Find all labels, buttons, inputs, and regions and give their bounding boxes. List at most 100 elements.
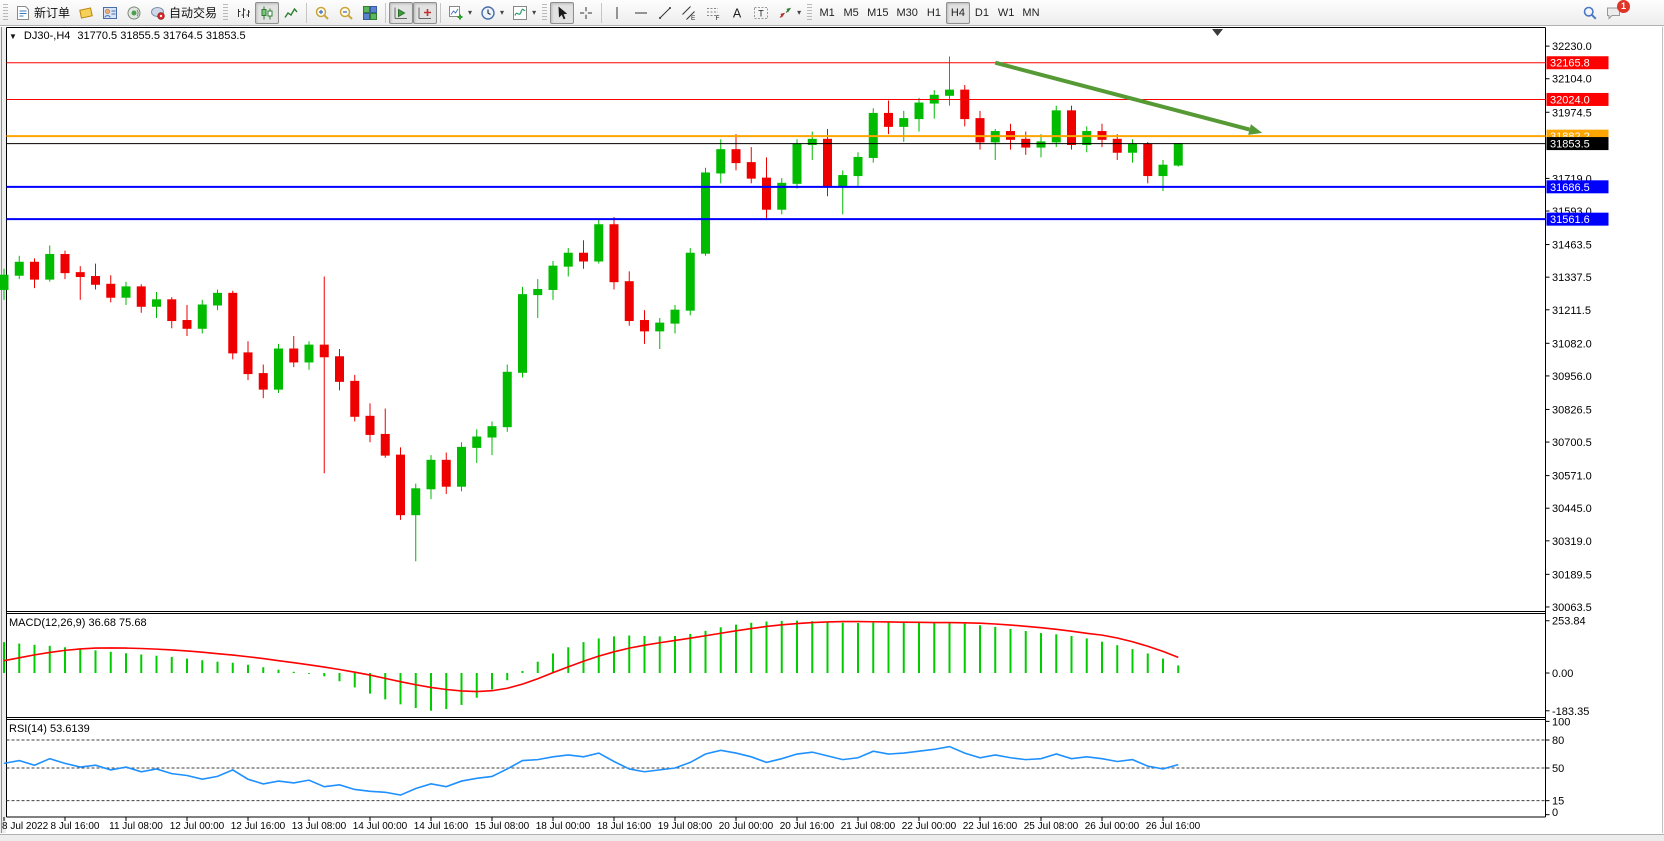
arrows-button-dropdown-icon[interactable]: ▾ — [797, 8, 802, 17]
chart-shift-button[interactable] — [413, 1, 438, 24]
chart-svg[interactable]: 32230.032104.031974.531719.031593.031463… — [0, 27, 1664, 833]
bar-chart-button[interactable] — [231, 2, 255, 24]
trendline-button[interactable] — [653, 2, 677, 24]
timeframe-m15[interactable]: M15 — [863, 2, 892, 24]
candle-body — [716, 149, 726, 174]
fibonacci-button[interactable]: F — [701, 2, 725, 24]
svg-text:32024.0: 32024.0 — [1550, 94, 1590, 106]
toolbar-gripper[interactable] — [223, 3, 229, 22]
candle-body — [1112, 138, 1122, 153]
timeframe-mn[interactable]: MN — [1018, 2, 1043, 24]
timeframe-w1[interactable]: W1 — [994, 2, 1019, 24]
indicators-button[interactable]: ▾ — [508, 2, 540, 24]
candle-body — [975, 118, 985, 143]
text-button[interactable]: A — [725, 2, 749, 24]
periods-button[interactable]: ▾ — [476, 2, 508, 24]
svg-text:31463.5: 31463.5 — [1552, 240, 1592, 252]
tile-windows-button[interactable] — [358, 2, 382, 24]
svg-text:14 Jul 00:00: 14 Jul 00:00 — [353, 821, 408, 832]
quotes-button[interactable] — [74, 2, 98, 24]
candle-body — [609, 224, 619, 283]
timeframe-h4-label: H4 — [950, 6, 965, 19]
svg-text:15: 15 — [1552, 796, 1564, 808]
quotes-icon — [79, 6, 93, 19]
candle-body — [457, 446, 466, 487]
new-order-button[interactable]: 新订单 — [11, 2, 74, 24]
cursor-button[interactable] — [550, 1, 575, 24]
pane-frame — [6, 27, 1546, 818]
candle-body — [701, 172, 710, 254]
vertical-line-button[interactable] — [605, 2, 629, 24]
candle-body — [640, 320, 649, 332]
candle-body — [762, 177, 771, 210]
timeframe-m1[interactable]: M1 — [815, 2, 839, 24]
text-label-button[interactable]: T — [749, 2, 773, 24]
sounds-button[interactable] — [122, 2, 146, 24]
auto-scroll-button[interactable] — [389, 1, 414, 24]
new-chart-icon — [449, 5, 463, 19]
timeframe-h1[interactable]: H1 — [922, 2, 946, 24]
toolbar: 新订单 自动交易 ▾ ▾ ▾ E F A T ▾ M1 M5 M15 M30 H1 H4 D1 W1 MN 1 — [0, 0, 1664, 26]
svg-text:30189.5: 30189.5 — [1552, 569, 1592, 581]
zoom-out-button[interactable] — [334, 2, 358, 24]
timeframe-h4[interactable]: H4 — [945, 1, 970, 24]
search-icon — [1583, 6, 1597, 20]
autotrading-button[interactable]: 自动交易 — [146, 2, 221, 24]
svg-text:-183.35: -183.35 — [1552, 706, 1589, 718]
candle-body — [594, 224, 604, 262]
svg-text:13 Jul 08:00: 13 Jul 08:00 — [292, 821, 347, 832]
time-axis: 8 Jul 2022 8 Jul 16:00 11 Jul 08:00 12 Jul … — [2, 817, 1201, 832]
auto-scroll-icon — [394, 7, 408, 19]
line-chart-button[interactable] — [279, 2, 303, 24]
candle-body — [136, 286, 146, 307]
candlestick-button[interactable] — [255, 1, 280, 24]
timeframe-mn-label: MN — [1022, 6, 1040, 19]
chart-shift-marker[interactable] — [1212, 29, 1223, 36]
candle-body — [182, 320, 192, 329]
chart-symbol-period: DJ30-,H4 — [23, 30, 71, 42]
new-chart-button[interactable]: ▾ — [444, 2, 476, 24]
zoom-in-button[interactable] — [310, 2, 334, 24]
trend-arrow[interactable] — [994, 60, 1263, 135]
level-lines: 32165.832024.031882.231686.531561.631853… — [6, 56, 1609, 226]
candle-body — [1051, 110, 1061, 143]
arrows-button[interactable]: ▾ — [773, 2, 805, 24]
svg-text:0: 0 — [1552, 807, 1558, 819]
data-window-button[interactable] — [98, 2, 122, 24]
search-button[interactable] — [1578, 2, 1602, 24]
candle-body — [197, 304, 207, 329]
notification-badge: 1 — [1617, 0, 1630, 13]
horizontal-line-button[interactable] — [629, 2, 653, 24]
crosshair-button[interactable] — [574, 2, 598, 24]
periods-button-dropdown-icon[interactable]: ▾ — [500, 8, 505, 17]
toolbar-gripper[interactable] — [3, 3, 8, 22]
candle-body — [655, 322, 665, 332]
timeframe-d1[interactable]: D1 — [970, 2, 994, 24]
collapse-arrow-icon[interactable]: ▼ — [9, 31, 17, 41]
timeframe-m15-label: M15 — [867, 6, 889, 19]
svg-text:21 Jul 08:00: 21 Jul 08:00 — [841, 821, 896, 832]
svg-text:20 Jul 16:00: 20 Jul 16:00 — [780, 821, 835, 832]
candle-body — [380, 433, 390, 456]
svg-text:T: T — [758, 8, 764, 18]
candle-body — [167, 299, 177, 322]
new-chart-button-dropdown-icon[interactable]: ▾ — [468, 8, 473, 17]
toolbar-gripper[interactable] — [542, 3, 548, 22]
toolbar-gripper[interactable] — [807, 3, 813, 22]
timeframe-m30[interactable]: M30 — [893, 2, 922, 24]
chart-window: 32230.0 32104.0 31974.5 31719.0 31593.0 31463… — [0, 27, 1664, 833]
candle-body — [213, 292, 222, 306]
timeframe-m5[interactable]: M5 — [839, 2, 863, 24]
svg-text:30956.0: 30956.0 — [1552, 371, 1592, 383]
candle-body — [899, 118, 909, 127]
new-order-icon — [17, 5, 29, 20]
svg-text:30063.5: 30063.5 — [1552, 602, 1592, 614]
indicators-button-dropdown-icon[interactable]: ▾ — [532, 8, 537, 17]
candle-body — [563, 252, 573, 267]
equidistant-channel-button[interactable]: E — [677, 2, 701, 24]
svg-text:19 Jul 08:00: 19 Jul 08:00 — [658, 821, 713, 832]
svg-text:31082.0: 31082.0 — [1552, 338, 1592, 350]
chart-ohlc: 31770.5 31855.5 31764.5 31853.5 — [77, 30, 246, 42]
notifications-button[interactable]: 1 — [1602, 0, 1630, 24]
candle-body — [304, 344, 314, 363]
